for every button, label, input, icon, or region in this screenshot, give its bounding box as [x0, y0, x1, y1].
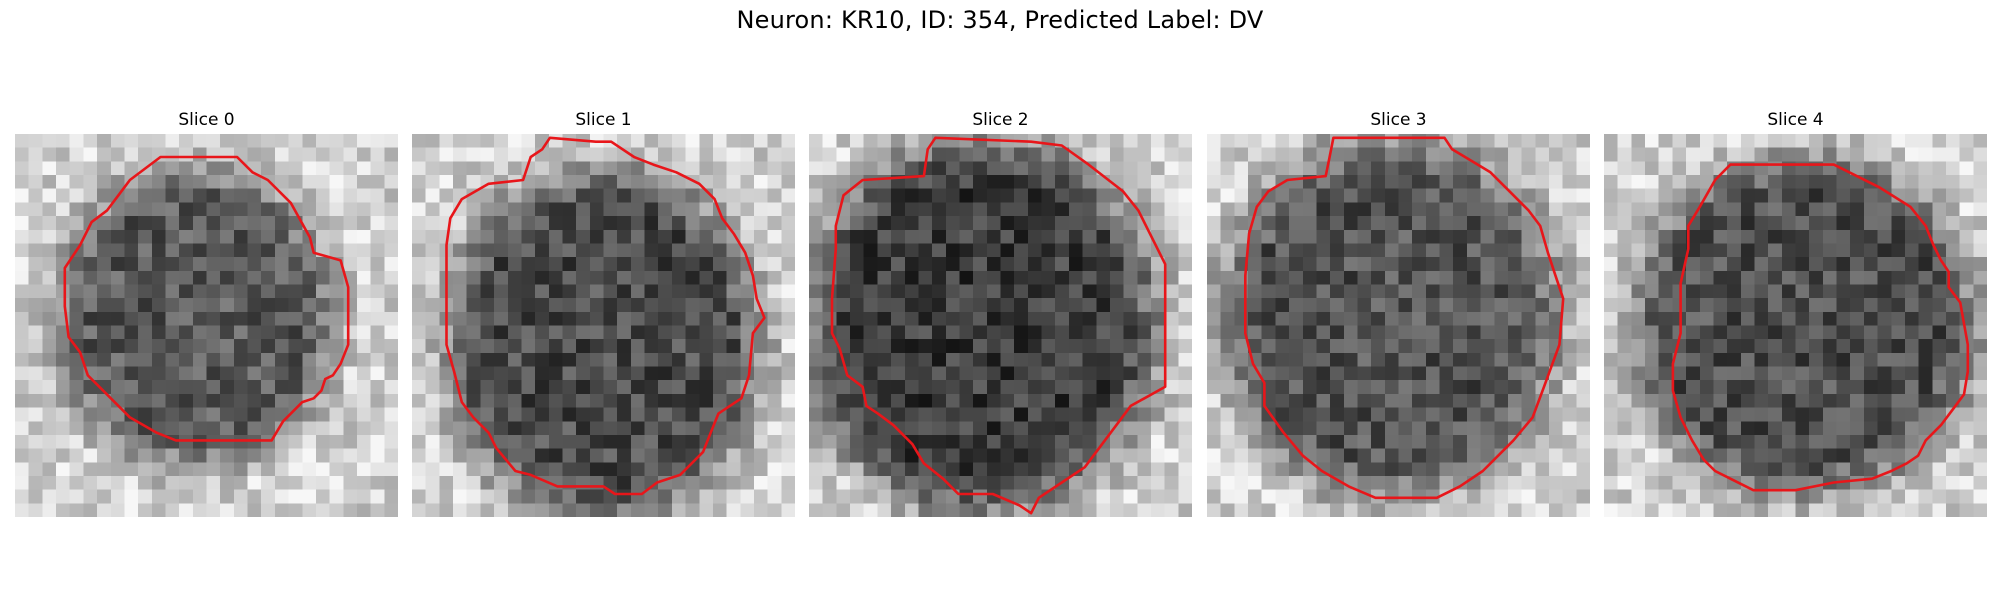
slice-panel-0: Slice 0	[15, 108, 398, 517]
slice-svg	[15, 134, 398, 517]
pixel-grid	[412, 134, 795, 517]
slice-image	[1207, 134, 1590, 517]
slice-panel-4: Slice 4	[1604, 108, 1987, 517]
slice-panel-2: Slice 2	[809, 108, 1192, 517]
slice-title: Slice 2	[972, 110, 1029, 130]
slice-panel-3: Slice 3	[1207, 108, 1590, 517]
slice-title: Slice 0	[178, 110, 235, 130]
pixel-grid	[809, 134, 1192, 517]
pixel-grid	[1207, 134, 1590, 517]
slice-svg	[412, 134, 795, 517]
slice-svg	[809, 134, 1192, 517]
slice-image	[809, 134, 1192, 517]
slice-title: Slice 4	[1767, 110, 1824, 130]
neuron-contour	[1671, 163, 1970, 492]
slice-svg	[1604, 134, 1987, 517]
pixel-grid	[1604, 134, 1987, 517]
neuron-contour	[445, 136, 766, 496]
slice-title: Slice 3	[1370, 110, 1427, 130]
slice-image	[412, 134, 795, 517]
neuron-contour	[1243, 136, 1565, 500]
figure-title: Neuron: KR10, ID: 354, Predicted Label: …	[736, 6, 1264, 34]
slice-image	[15, 134, 398, 517]
pixel-grid	[15, 134, 398, 517]
slice-svg	[1207, 134, 1590, 517]
neuron-contour	[830, 136, 1167, 515]
slice-title: Slice 1	[575, 110, 632, 130]
neuron-contour	[63, 155, 350, 442]
slice-panel-1: Slice 1	[412, 108, 795, 517]
slice-image	[1604, 134, 1987, 517]
